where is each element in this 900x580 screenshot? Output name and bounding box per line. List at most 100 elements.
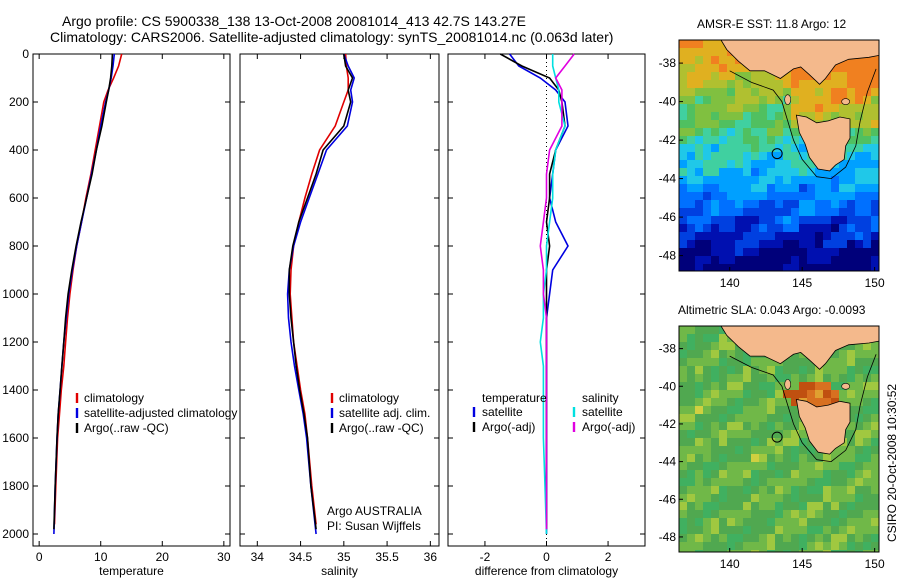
map-cell <box>751 256 759 264</box>
map-cell <box>791 176 799 184</box>
map-cell <box>743 224 751 232</box>
map-cell <box>863 168 871 176</box>
map-cell <box>679 518 687 526</box>
map-cell <box>703 390 711 398</box>
map-cell <box>775 240 783 248</box>
map-cell <box>847 430 855 438</box>
map-cell <box>871 430 879 438</box>
x-axis-label: salinity <box>321 564 358 578</box>
y-tick-label: 1400 <box>2 383 29 397</box>
map-cell <box>695 56 703 64</box>
map-cell <box>759 224 767 232</box>
y-tick-label: 1600 <box>2 431 29 445</box>
map-cell <box>687 550 695 552</box>
map-cell <box>743 542 751 550</box>
map-cell <box>799 160 807 168</box>
map-cell <box>743 398 751 406</box>
map-cell <box>687 422 695 430</box>
map-cell <box>695 518 703 526</box>
map-cell <box>791 264 799 271</box>
y-tick-label: 1000 <box>2 287 29 301</box>
map-cell <box>751 398 759 406</box>
map-cell <box>735 96 743 104</box>
map-cell <box>799 422 807 430</box>
figure-title-line1: Argo profile: CS 5900338_138 13-Oct-2008… <box>62 13 526 29</box>
map-cell <box>791 256 799 264</box>
map-cell <box>871 112 879 120</box>
map-cell <box>791 430 799 438</box>
map-cell <box>799 224 807 232</box>
map-cell <box>847 470 855 478</box>
map-cell <box>847 390 855 398</box>
map-cell <box>687 176 695 184</box>
map-cell <box>783 406 791 414</box>
map-cell <box>783 550 791 552</box>
map-cell <box>783 256 791 264</box>
map-cell <box>735 80 743 88</box>
map-cell <box>775 526 783 534</box>
map-cell <box>743 200 751 208</box>
map-cell <box>735 478 743 486</box>
map-cell <box>687 216 695 224</box>
map-cell <box>791 526 799 534</box>
map-cell <box>767 104 775 112</box>
map-cell <box>695 248 703 256</box>
map-cell <box>871 80 879 88</box>
map-cell <box>703 216 711 224</box>
y-tick-label: 200 <box>9 95 29 109</box>
map-cell <box>767 112 775 120</box>
map-cell <box>687 56 695 64</box>
map-cell <box>871 382 879 390</box>
map-cell <box>815 216 823 224</box>
map-cell <box>847 184 855 192</box>
map-cell <box>871 350 879 358</box>
map-cell <box>783 248 791 256</box>
map-cell <box>727 342 735 350</box>
map-cell <box>799 366 807 374</box>
map-cell <box>823 542 831 550</box>
map-cell <box>743 446 751 454</box>
map-cell <box>679 112 687 120</box>
map-cell <box>759 390 767 398</box>
map-cell <box>759 136 767 144</box>
map-cell <box>831 390 839 398</box>
map-cell <box>727 72 735 80</box>
map-cell <box>687 414 695 422</box>
map-cell <box>871 374 879 382</box>
map-cell <box>823 486 831 494</box>
map-cell <box>799 264 807 271</box>
map-cell <box>831 486 839 494</box>
map-cell <box>735 390 743 398</box>
map-cell <box>863 342 871 350</box>
map-panel-1: 140 145 150 -38 -40 -42 -44 -46 -48 <box>659 39 885 290</box>
map-cell <box>823 462 831 470</box>
map-cell <box>687 192 695 200</box>
map-cell <box>871 494 879 502</box>
map-cell <box>735 462 743 470</box>
map-cell <box>807 104 815 112</box>
map-cell <box>759 406 767 414</box>
map-cell <box>847 64 855 72</box>
map-cell <box>799 152 807 160</box>
map-cell <box>735 414 743 422</box>
map-cell <box>823 494 831 502</box>
map-cell <box>719 240 727 248</box>
map-cell <box>679 152 687 160</box>
profile-location-marker <box>771 148 783 160</box>
map-cell <box>799 390 807 398</box>
map-cell <box>807 470 815 478</box>
map-cell <box>799 256 807 264</box>
map-cell <box>815 374 823 382</box>
map-cell <box>751 438 759 446</box>
map-cell <box>799 240 807 248</box>
map-cell <box>847 550 855 552</box>
map-cell <box>727 486 735 494</box>
map-cell <box>703 152 711 160</box>
map-cell <box>711 56 719 64</box>
map-cell <box>695 486 703 494</box>
map-cell <box>847 414 855 422</box>
map-cell <box>679 406 687 414</box>
map-cell <box>847 104 855 112</box>
map-cell <box>727 64 735 72</box>
map-cell <box>855 342 863 350</box>
